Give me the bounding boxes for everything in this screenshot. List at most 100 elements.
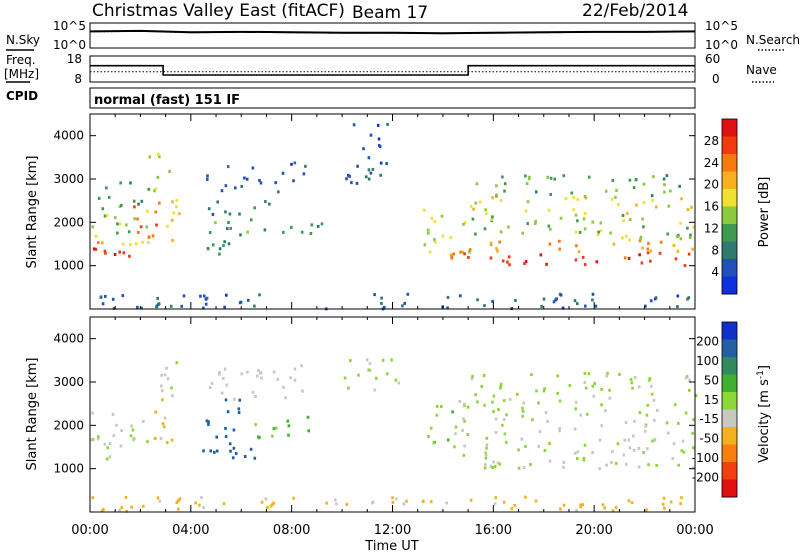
scatter-cell (251, 390, 255, 394)
scatter-cell (499, 199, 503, 203)
scatter-cell (650, 392, 654, 396)
scatter-cell (233, 397, 236, 401)
scatter-cell (128, 254, 131, 258)
scatter-cell (577, 250, 581, 254)
scatter-cell (373, 388, 377, 392)
scatter-cell (665, 421, 669, 425)
scatter-cell (474, 232, 477, 236)
scatter-cell (175, 361, 179, 365)
scatter-cell (423, 243, 427, 247)
scatter-cell (489, 256, 493, 260)
scatter-cell (495, 184, 498, 188)
scatter-cell (595, 260, 599, 264)
scatter-cell (365, 358, 369, 362)
scatter-cell (507, 255, 511, 259)
scatter-cell (182, 294, 186, 298)
noise-series-1 (89, 30, 696, 35)
scatter-cell (430, 216, 434, 220)
scatter-cell (640, 261, 644, 265)
y-tick-label: 3000 (53, 375, 84, 389)
scatter-cell (136, 305, 139, 309)
scatter-cell (628, 446, 632, 450)
scatter-cell (581, 255, 585, 259)
scatter-cell (137, 231, 140, 234)
scatter-cell (618, 372, 621, 376)
scatter-cell (692, 466, 695, 470)
scatter-cell (99, 295, 103, 299)
nave-label: Nave (746, 63, 777, 77)
scatter-cell (687, 252, 691, 256)
scatter-cell (583, 443, 587, 447)
colorbar-tick-label: -50 (699, 432, 719, 446)
scatter-cell (426, 231, 430, 235)
scatter-cell (462, 222, 465, 226)
scatter-cell (611, 179, 615, 182)
cpid-value: normal (fast) 151 IF (94, 93, 240, 108)
scatter-cell (334, 498, 337, 502)
scatter-cell (686, 208, 690, 212)
scatter-cell (227, 242, 231, 246)
scatter-cell (97, 241, 100, 245)
scatter-cell (215, 449, 219, 453)
scatter-cell (581, 503, 584, 507)
scatter-cell (206, 177, 209, 181)
scatter-cell (271, 434, 274, 438)
scatter-cell (623, 256, 627, 260)
scatter-cell (485, 436, 489, 440)
scatter-cell (207, 207, 211, 211)
cpid-panel-frame (89, 87, 696, 109)
scatter-cell (514, 299, 517, 302)
scatter-cell (651, 439, 654, 443)
scatter-cell (161, 398, 164, 402)
scatter-cell (440, 214, 444, 218)
scatter-cell (130, 505, 133, 509)
scatter-cell (134, 242, 138, 246)
scatter-cell (367, 168, 371, 172)
scatter-cell (480, 384, 483, 388)
scatter-cell (162, 425, 166, 429)
scatter-cell (485, 212, 488, 216)
scatter-cell (556, 374, 559, 378)
scatter-cell (484, 208, 487, 212)
scatter-cell (125, 223, 128, 227)
scatter-cell (553, 177, 556, 181)
scatter-cell (383, 305, 386, 309)
colorbar-tick-label: 28 (704, 134, 719, 148)
scatter-cell (494, 417, 498, 421)
scatter-cell (426, 228, 430, 232)
scatter-cell (259, 371, 262, 375)
scatter-cell (232, 446, 236, 450)
scatter-cell (433, 219, 437, 223)
colorbar-tick-label: 50 (704, 373, 719, 387)
scatter-cell (347, 386, 350, 390)
scatter-cell (136, 217, 139, 221)
colorbar-swatch (722, 339, 737, 358)
scatter-cell (165, 366, 168, 370)
scatter-cell (175, 198, 179, 202)
scatter-cell (535, 190, 538, 194)
scatter-cell (652, 398, 656, 402)
scatter-cell (222, 502, 226, 506)
scatter-cell (171, 394, 174, 398)
scatter-cell (558, 427, 561, 430)
scatter-cell (466, 433, 470, 437)
scatter-cell (249, 447, 253, 451)
scatter-cell (564, 196, 568, 200)
scatter-cell (170, 438, 174, 442)
scatter-cell (147, 241, 150, 244)
scatter-cell (694, 394, 698, 397)
scatter-cell (159, 437, 163, 441)
scatter-cell (680, 496, 683, 500)
scatter-cell (582, 458, 586, 462)
scatter-cell (309, 232, 313, 235)
scatter-cell (293, 161, 297, 165)
scatter-cell (629, 377, 633, 381)
scatter-cell (119, 444, 123, 448)
scatter-cell (120, 204, 123, 207)
scatter-cell (591, 298, 594, 302)
scatter-cell (543, 449, 547, 452)
scatter-cell (246, 230, 249, 234)
scatter-cell (229, 226, 232, 230)
scatter-cell (484, 456, 488, 460)
scatter-cell (498, 240, 501, 244)
